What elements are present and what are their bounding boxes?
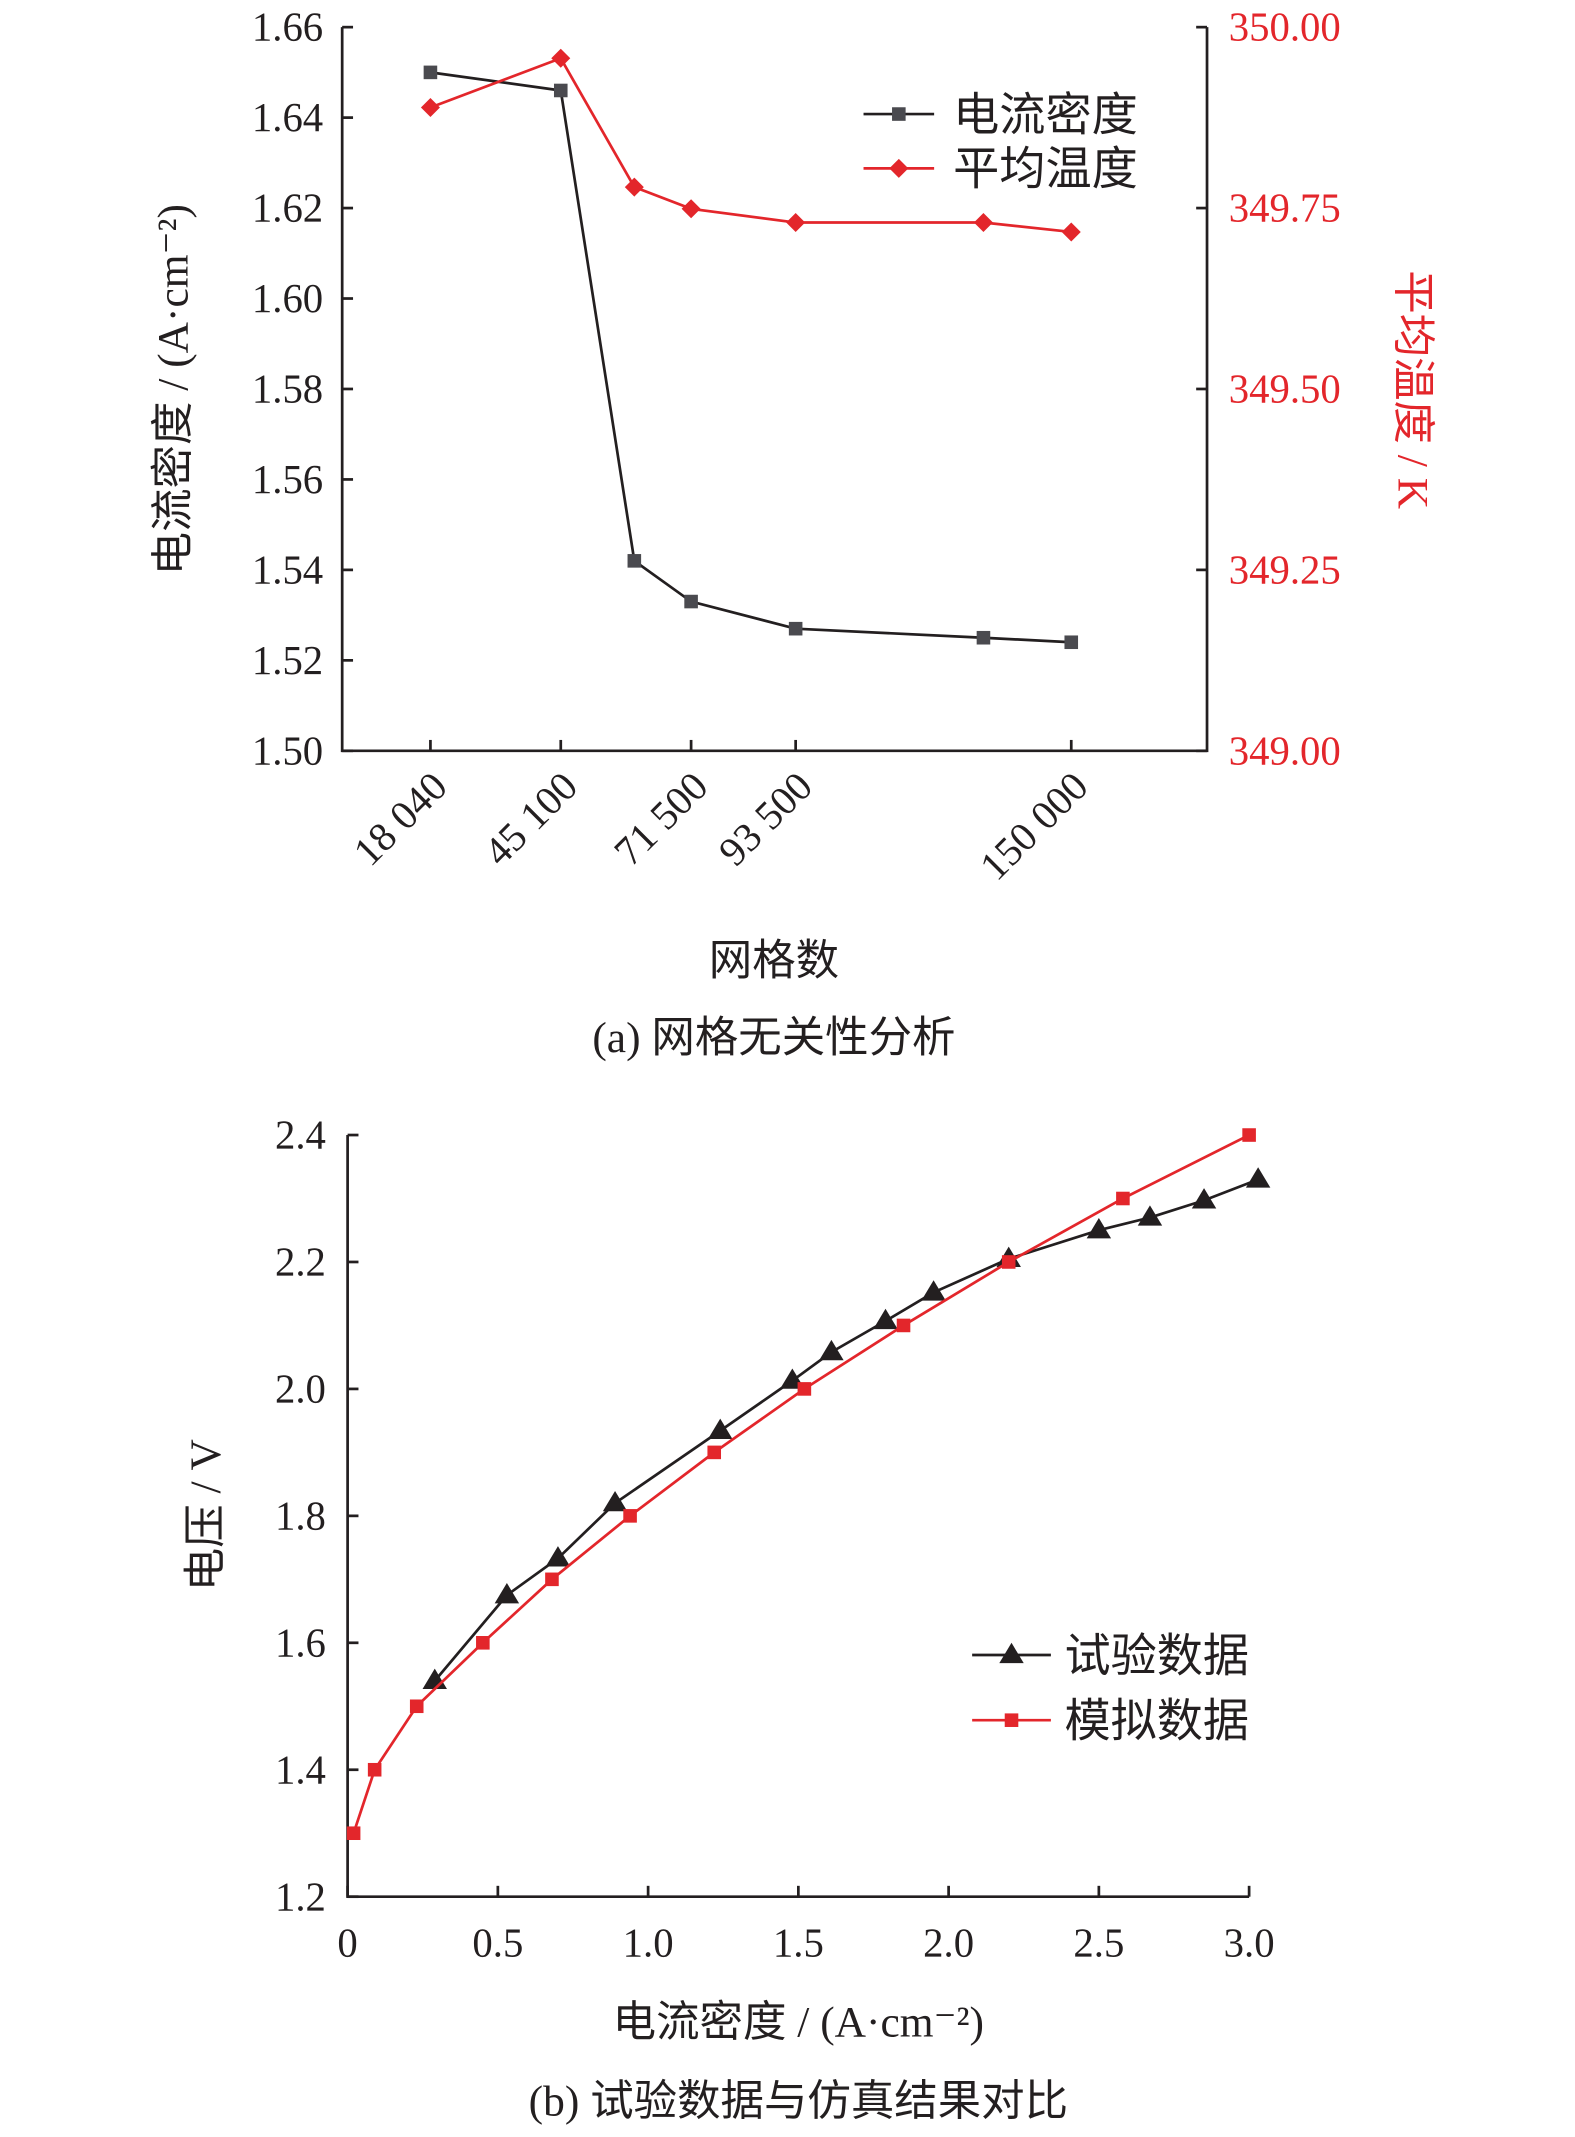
legend-marker — [889, 158, 909, 178]
y2-tick-label: 350.00 — [1229, 5, 1341, 50]
data-point-0 — [545, 1546, 571, 1567]
axes — [346, 1135, 1250, 1899]
data-point-0 — [1086, 1218, 1112, 1239]
data-point-0 — [1064, 635, 1079, 650]
x-tick-label: 0.5 — [472, 1920, 523, 1965]
data-point-0 — [494, 1582, 520, 1604]
x-tick-label: 150 000 — [971, 763, 1096, 888]
data-point-1 — [786, 213, 806, 233]
y-tick-label: 1.6 — [275, 1620, 326, 1665]
data-point-1 — [1001, 1255, 1016, 1269]
legend-label: 模拟数据 — [1064, 1695, 1249, 1746]
data-point-1 — [420, 97, 440, 117]
y-tick-label: 1.52 — [252, 638, 323, 683]
y-tick-label: 1.4 — [275, 1747, 326, 1792]
y-tick-label: 1.56 — [252, 457, 323, 502]
y-tick-label: 2.2 — [275, 1240, 326, 1285]
y-tick-label: 2.0 — [275, 1366, 326, 1411]
y-tick-label: 1.58 — [252, 367, 323, 412]
y-tick-label: 1.50 — [252, 728, 323, 773]
data-point-1 — [346, 1826, 361, 1841]
y2-tick-label: 349.25 — [1229, 547, 1341, 592]
y-tick-label: 2.4 — [275, 1113, 326, 1158]
data-point-0 — [1191, 1188, 1217, 1209]
x-tick-label: 71 500 — [605, 763, 716, 874]
data-point-1 — [623, 1509, 637, 1523]
y-tick-label: 1.2 — [275, 1874, 326, 1919]
data-point-1 — [624, 177, 644, 197]
legend-label: 电流密度 — [953, 89, 1138, 140]
chart-b-experiment-vs-simulation: 1.2 1.4 1.6 1.8 2.0 2.2 2.4 0 0.5 1.0 1.5 2.0 2.5 3.0… — [182, 1113, 1275, 2126]
x-tick-label: 18 040 — [345, 763, 456, 874]
y-axis-label: 电流密度 / (A·cm⁻²) — [149, 204, 197, 575]
data-point-1 — [973, 213, 993, 233]
legend-label: 试验数据 — [1064, 1630, 1249, 1681]
y-tick-label: 1.60 — [252, 276, 323, 321]
data-point-0 — [976, 630, 991, 645]
data-point-1 — [896, 1318, 911, 1333]
x-axis-label: 网格数 — [709, 937, 839, 985]
caption-b: (b) 试验数据与仿真结果对比 — [529, 2077, 1068, 2125]
data-point-0 — [553, 83, 568, 98]
data-point-0 — [684, 594, 698, 609]
x-tick-label: 1.5 — [773, 1920, 824, 1965]
series-line-0 — [433, 1178, 1259, 1682]
y-tick-label: 1.8 — [275, 1493, 326, 1538]
data-point-1 — [551, 48, 571, 68]
data-point-0 — [1245, 1167, 1271, 1188]
chart-a-mesh-independence: 1.50 1.52 1.54 1.56 1.58 1.60 1.62 1.64 1.66 349.… — [149, 5, 1436, 1062]
y-tick-label: 1.64 — [252, 95, 323, 140]
data-point-1 — [797, 1382, 812, 1396]
y2-axis-label: 平均温度 / K — [1388, 270, 1436, 509]
legend-marker — [1004, 1713, 1019, 1727]
data-point-1 — [1116, 1191, 1130, 1206]
data-point-0 — [602, 1490, 628, 1512]
caption-a: (a) 网格无关性分析 — [592, 1014, 955, 1062]
data-point-0 — [873, 1308, 898, 1330]
data-point-0 — [921, 1280, 946, 1301]
x-tick-label: 45 100 — [475, 763, 586, 874]
data-point-1 — [367, 1762, 382, 1777]
y-axis-label: 电压 / V — [182, 1439, 230, 1591]
y-tick-label: 1.54 — [252, 547, 323, 592]
data-point-0 — [819, 1339, 844, 1361]
y2-tick-label: 349.00 — [1229, 728, 1341, 773]
y2-tick-label: 349.75 — [1229, 186, 1341, 231]
data-point-1 — [707, 1445, 722, 1460]
y2-tick-label: 349.50 — [1229, 367, 1341, 412]
x-tick-label: 3.0 — [1224, 1920, 1275, 1965]
data-point-1 — [1242, 1128, 1256, 1142]
data-point-1 — [545, 1572, 559, 1587]
data-point-0 — [708, 1418, 733, 1439]
x-tick-label: 93 500 — [710, 763, 821, 874]
y-tick-label: 1.62 — [252, 186, 323, 231]
y-tick-label: 1.66 — [252, 5, 323, 50]
data-point-0 — [1137, 1205, 1163, 1226]
data-point-1 — [476, 1636, 490, 1650]
legend-label: 平均温度 — [953, 144, 1138, 195]
x-axis-label: 电流密度 / (A·cm⁻²) — [613, 1999, 984, 2047]
data-point-0 — [627, 554, 642, 568]
data-point-1 — [409, 1699, 424, 1714]
series-line-1 — [352, 1133, 1250, 1834]
x-tick-label: 2.5 — [1073, 1920, 1124, 1965]
x-tick-label: 1.0 — [623, 1920, 674, 1965]
legend-marker — [892, 107, 906, 121]
x-tick-label: 0 — [337, 1920, 357, 1965]
data-point-0 — [788, 621, 803, 636]
data-point-1 — [1061, 222, 1081, 242]
data-point-0 — [423, 65, 438, 80]
legend-marker — [999, 1642, 1024, 1664]
data-point-1 — [681, 199, 701, 219]
x-tick-label: 2.0 — [923, 1920, 974, 1965]
